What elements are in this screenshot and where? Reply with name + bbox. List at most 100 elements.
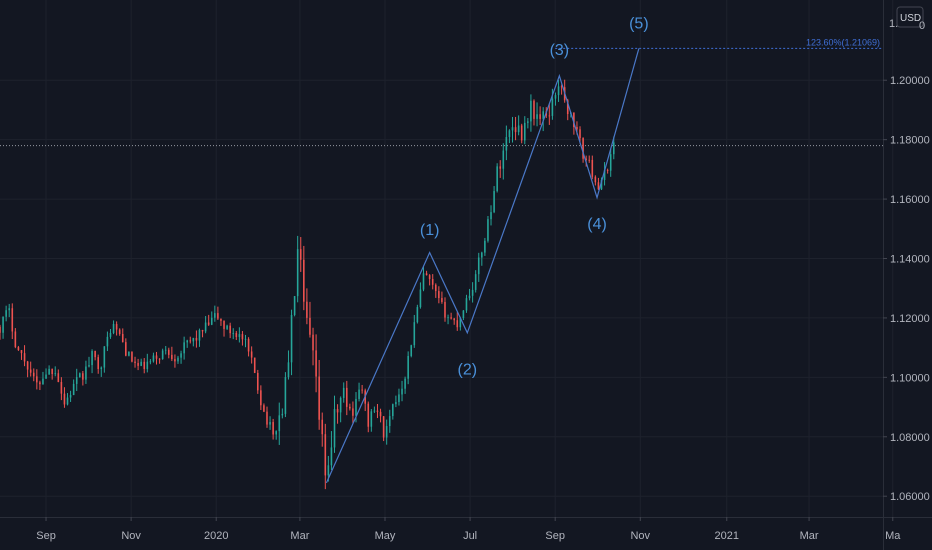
candle-body — [51, 368, 53, 375]
time-tick-label: Mar — [290, 530, 309, 542]
candle-body — [171, 354, 173, 360]
candle-body — [281, 413, 284, 416]
candle-body — [422, 273, 425, 290]
time-tick-label: Nov — [630, 530, 650, 542]
candle-body — [502, 150, 505, 169]
candle-body — [32, 372, 35, 377]
candle-body — [63, 393, 66, 405]
fib-level-label: 123.60%(1.21069) — [806, 37, 880, 47]
candle-body — [520, 125, 523, 141]
candle-body — [447, 317, 449, 319]
candle-body — [539, 114, 541, 119]
candle-body — [597, 182, 600, 190]
candle-body — [395, 402, 397, 405]
candle-body — [220, 318, 222, 321]
candle-body — [573, 112, 575, 127]
currency-button[interactable] — [896, 6, 924, 28]
candle-body — [290, 315, 293, 363]
candle-body — [109, 332, 112, 337]
wave-label: (5) — [629, 15, 649, 32]
candle-body — [496, 166, 498, 192]
candle-body — [349, 406, 351, 409]
candle-body — [128, 351, 130, 356]
candle-body — [434, 284, 437, 292]
candle-body — [198, 330, 201, 341]
candle-body — [152, 355, 155, 362]
candle-body — [373, 410, 376, 412]
candle-body — [131, 351, 133, 362]
candle-body — [600, 179, 603, 190]
candle-body — [370, 411, 373, 427]
grid-lines — [0, 0, 894, 517]
candle-body — [143, 361, 146, 369]
candle-body — [336, 409, 339, 413]
wave-path — [325, 48, 640, 484]
candle-body — [603, 170, 606, 180]
price-tick-label: 1.08000 — [890, 432, 930, 444]
candle-body — [514, 127, 517, 133]
candle-body — [342, 387, 345, 398]
candle-body — [106, 336, 109, 347]
candle-body — [238, 334, 241, 337]
elliott-wave-labels: (1) (2) (3) (4) (5) — [420, 15, 649, 378]
candle-body — [210, 317, 213, 325]
candle-body — [367, 403, 370, 427]
price-axis[interactable]: 1.06000 1.08000 1.10000 1.12000 1.14000 1.160… — [883, 75, 930, 503]
candle-body — [327, 465, 330, 476]
candle-body — [376, 410, 379, 412]
candle-body — [48, 368, 50, 375]
candle-body — [416, 307, 419, 323]
candle-body — [609, 154, 612, 171]
candle-body — [477, 257, 480, 275]
candle-body — [352, 408, 354, 416]
elliott-wave-lines — [325, 48, 640, 484]
time-tick-label: 2020 — [204, 530, 228, 542]
candle-body — [66, 397, 69, 405]
candle-body — [180, 353, 182, 358]
candle-body — [60, 381, 63, 394]
candle-body — [235, 333, 238, 337]
candle-body — [527, 121, 529, 123]
wave-label: (2) — [458, 361, 478, 378]
candle-body — [266, 411, 268, 425]
candle-body — [85, 366, 87, 380]
fib-extension: 123.60%(1.21069) — [555, 37, 883, 49]
candle-body — [146, 361, 149, 369]
candle-body — [72, 383, 75, 396]
candle-body — [517, 125, 520, 133]
price-tick-label-top: 1. — [889, 18, 898, 30]
candle-body — [57, 373, 60, 382]
candle-body — [419, 289, 422, 308]
candle-body — [192, 337, 195, 342]
time-axis[interactable]: Sep Nov 2020 Mar May Jul Sep Nov 2021 Mar Ma — [36, 517, 901, 542]
price-tick-label: 1.18000 — [890, 135, 930, 147]
candle-body — [450, 317, 452, 319]
candle-body — [140, 361, 142, 366]
candle-body — [542, 111, 544, 119]
candle-body — [505, 137, 508, 151]
candle-body — [333, 409, 336, 448]
candle-body — [462, 310, 465, 318]
candle-body — [551, 98, 554, 116]
currency-label: USD — [900, 13, 921, 24]
candle-body — [149, 361, 152, 363]
wave-label: (3) — [550, 42, 570, 59]
candle-body — [385, 426, 388, 438]
price-tick-label: 1.06000 — [890, 491, 930, 503]
candle-body — [591, 159, 594, 177]
candle-body — [42, 378, 44, 385]
time-tick-label: Ma — [885, 530, 901, 542]
candle-body — [533, 100, 535, 119]
candle-body — [45, 374, 47, 379]
time-tick-label: 2021 — [715, 530, 739, 542]
price-tick-label: 1.14000 — [890, 254, 930, 266]
candle-body — [318, 376, 320, 420]
candle-body — [345, 387, 348, 407]
candle-body — [241, 334, 244, 340]
candle-body — [214, 313, 216, 318]
candle-body — [382, 416, 385, 438]
candle-body — [392, 404, 394, 417]
price-tick-label: 1.20000 — [890, 75, 930, 87]
candle-body — [560, 86, 563, 88]
